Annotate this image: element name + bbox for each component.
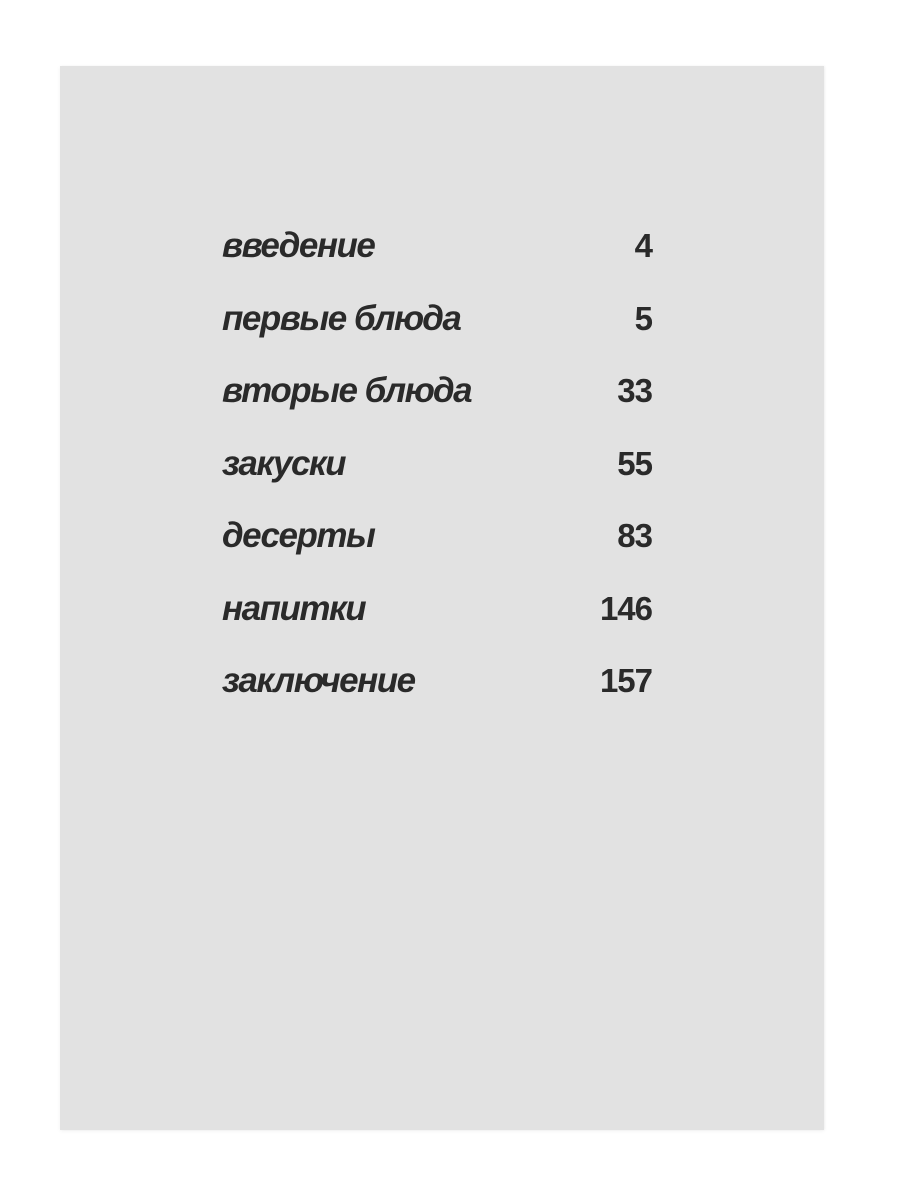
toc-entry: закуски 55 bbox=[222, 428, 653, 501]
toc-entry-label: заключение bbox=[222, 661, 416, 701]
toc-entry-page-number: 55 bbox=[617, 444, 653, 482]
toc-entry-page-number: 33 bbox=[617, 372, 653, 410]
toc-entry-page-number: 83 bbox=[617, 517, 653, 555]
toc-entry: напитки 146 bbox=[222, 573, 653, 646]
toc-entry-label: вторые блюда bbox=[222, 371, 473, 411]
table-of-contents: введение 4 первые блюда 5 вторые блюда 3… bbox=[222, 210, 653, 718]
toc-entry: заключение 157 bbox=[222, 645, 653, 718]
toc-entry-page-number: 146 bbox=[599, 589, 653, 627]
toc-entry-label: десерты bbox=[222, 516, 376, 556]
toc-entry-label: первые блюда bbox=[222, 298, 462, 338]
toc-entry: введение 4 bbox=[222, 210, 653, 283]
toc-entry-label: введение bbox=[222, 226, 376, 266]
toc-entry-page-number: 4 bbox=[634, 227, 653, 265]
toc-entry-label: закуски bbox=[222, 443, 347, 483]
toc-entry: десерты 83 bbox=[222, 500, 653, 573]
toc-entry: первые блюда 5 bbox=[222, 283, 653, 356]
book-page: введение 4 первые блюда 5 вторые блюда 3… bbox=[60, 66, 824, 1130]
toc-entry-page-number: 157 bbox=[599, 662, 653, 700]
toc-entry: вторые блюда 33 bbox=[222, 355, 653, 428]
toc-entry-page-number: 5 bbox=[634, 299, 653, 337]
toc-entry-label: напитки bbox=[222, 588, 367, 628]
